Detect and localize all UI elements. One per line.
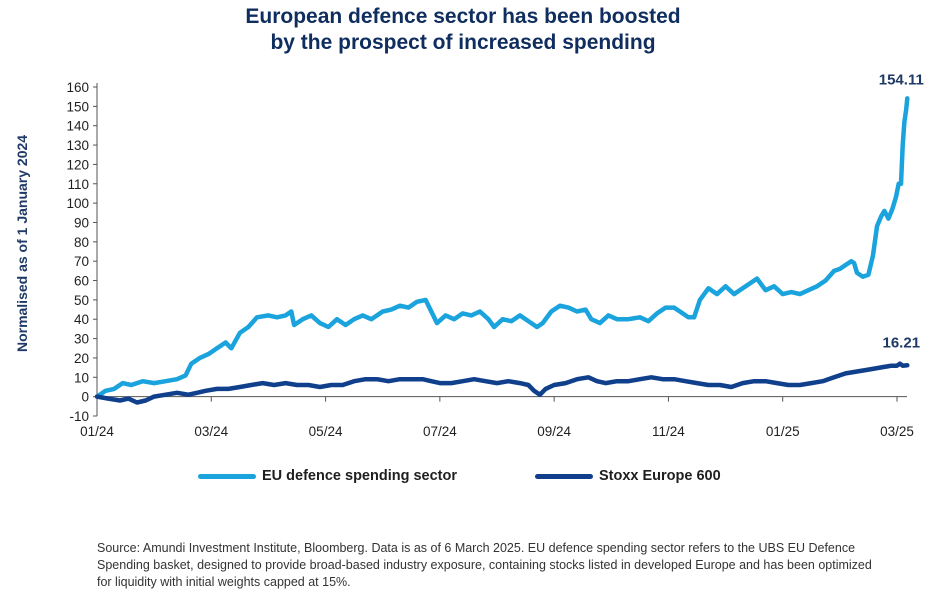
series-line-stoxx xyxy=(94,361,910,405)
y-tick-label: 30 xyxy=(74,332,89,347)
y-tick-label: 90 xyxy=(74,215,89,230)
source-note: Source: Amundi Investment Institute, Blo… xyxy=(97,541,872,589)
legend-item-stoxx: Stoxx Europe 600 xyxy=(535,468,721,484)
y-tick-label: 150 xyxy=(66,99,89,114)
x-tick-label: 03/25 xyxy=(880,424,914,439)
y-tick-label: 40 xyxy=(74,312,89,327)
x-tick-label: 07/24 xyxy=(423,424,457,439)
x-tick-label: 01/24 xyxy=(80,424,114,439)
x-tick-label: 11/24 xyxy=(652,424,685,439)
y-tick-label: 50 xyxy=(74,293,89,308)
x-tick-label: 01/25 xyxy=(766,424,800,439)
x-tick-label: 03/24 xyxy=(194,424,228,439)
line-chart: -10 0 10 20 30 40 50 60 70 80 90 100 110 120 130 140 150… xyxy=(14,71,924,439)
y-tick-label: 80 xyxy=(74,235,89,250)
y-tick-label: 140 xyxy=(66,119,89,134)
end-value-label-stoxx: 16.21 xyxy=(883,334,921,351)
x-tick-label: 09/24 xyxy=(537,424,571,439)
legend-item-eu-defence: EU defence spending sector xyxy=(198,468,457,484)
y-tick-label: 120 xyxy=(66,157,89,172)
series-line-eu-defence xyxy=(94,96,910,399)
y-tick-label: 130 xyxy=(66,138,89,153)
x-tick-label: 05/24 xyxy=(309,424,343,439)
y-tick-label: 70 xyxy=(74,254,89,269)
legend-label-eu-defence: EU defence spending sector xyxy=(262,468,457,484)
legend-swatch-eu-defence xyxy=(198,473,256,479)
y-tick-label: 110 xyxy=(67,177,89,192)
chart-title: European defence sector has been boosted… xyxy=(0,4,926,56)
chart-title-line-2: by the prospect of increased spending xyxy=(270,31,656,54)
legend-label-stoxx: Stoxx Europe 600 xyxy=(599,468,721,484)
chart-legend: EU defence spending sector Stoxx Europe … xyxy=(0,468,926,492)
end-value-label-eu-defence: 154.11 xyxy=(879,71,924,88)
y-tick-label: 0 xyxy=(81,390,89,405)
chart-title-line-1: European defence sector has been boosted xyxy=(245,5,681,28)
y-tick-label: 60 xyxy=(74,274,89,289)
y-tick-label: 20 xyxy=(74,351,89,366)
y-axis-title: Normalised as of 1 January 2024 xyxy=(14,135,30,352)
y-tick-label: 160 xyxy=(66,80,89,95)
y-tick-label: 10 xyxy=(74,370,89,385)
legend-swatch-stoxx xyxy=(535,473,593,479)
y-tick-label: -10 xyxy=(69,409,89,424)
y-tick-label: 100 xyxy=(66,196,89,211)
